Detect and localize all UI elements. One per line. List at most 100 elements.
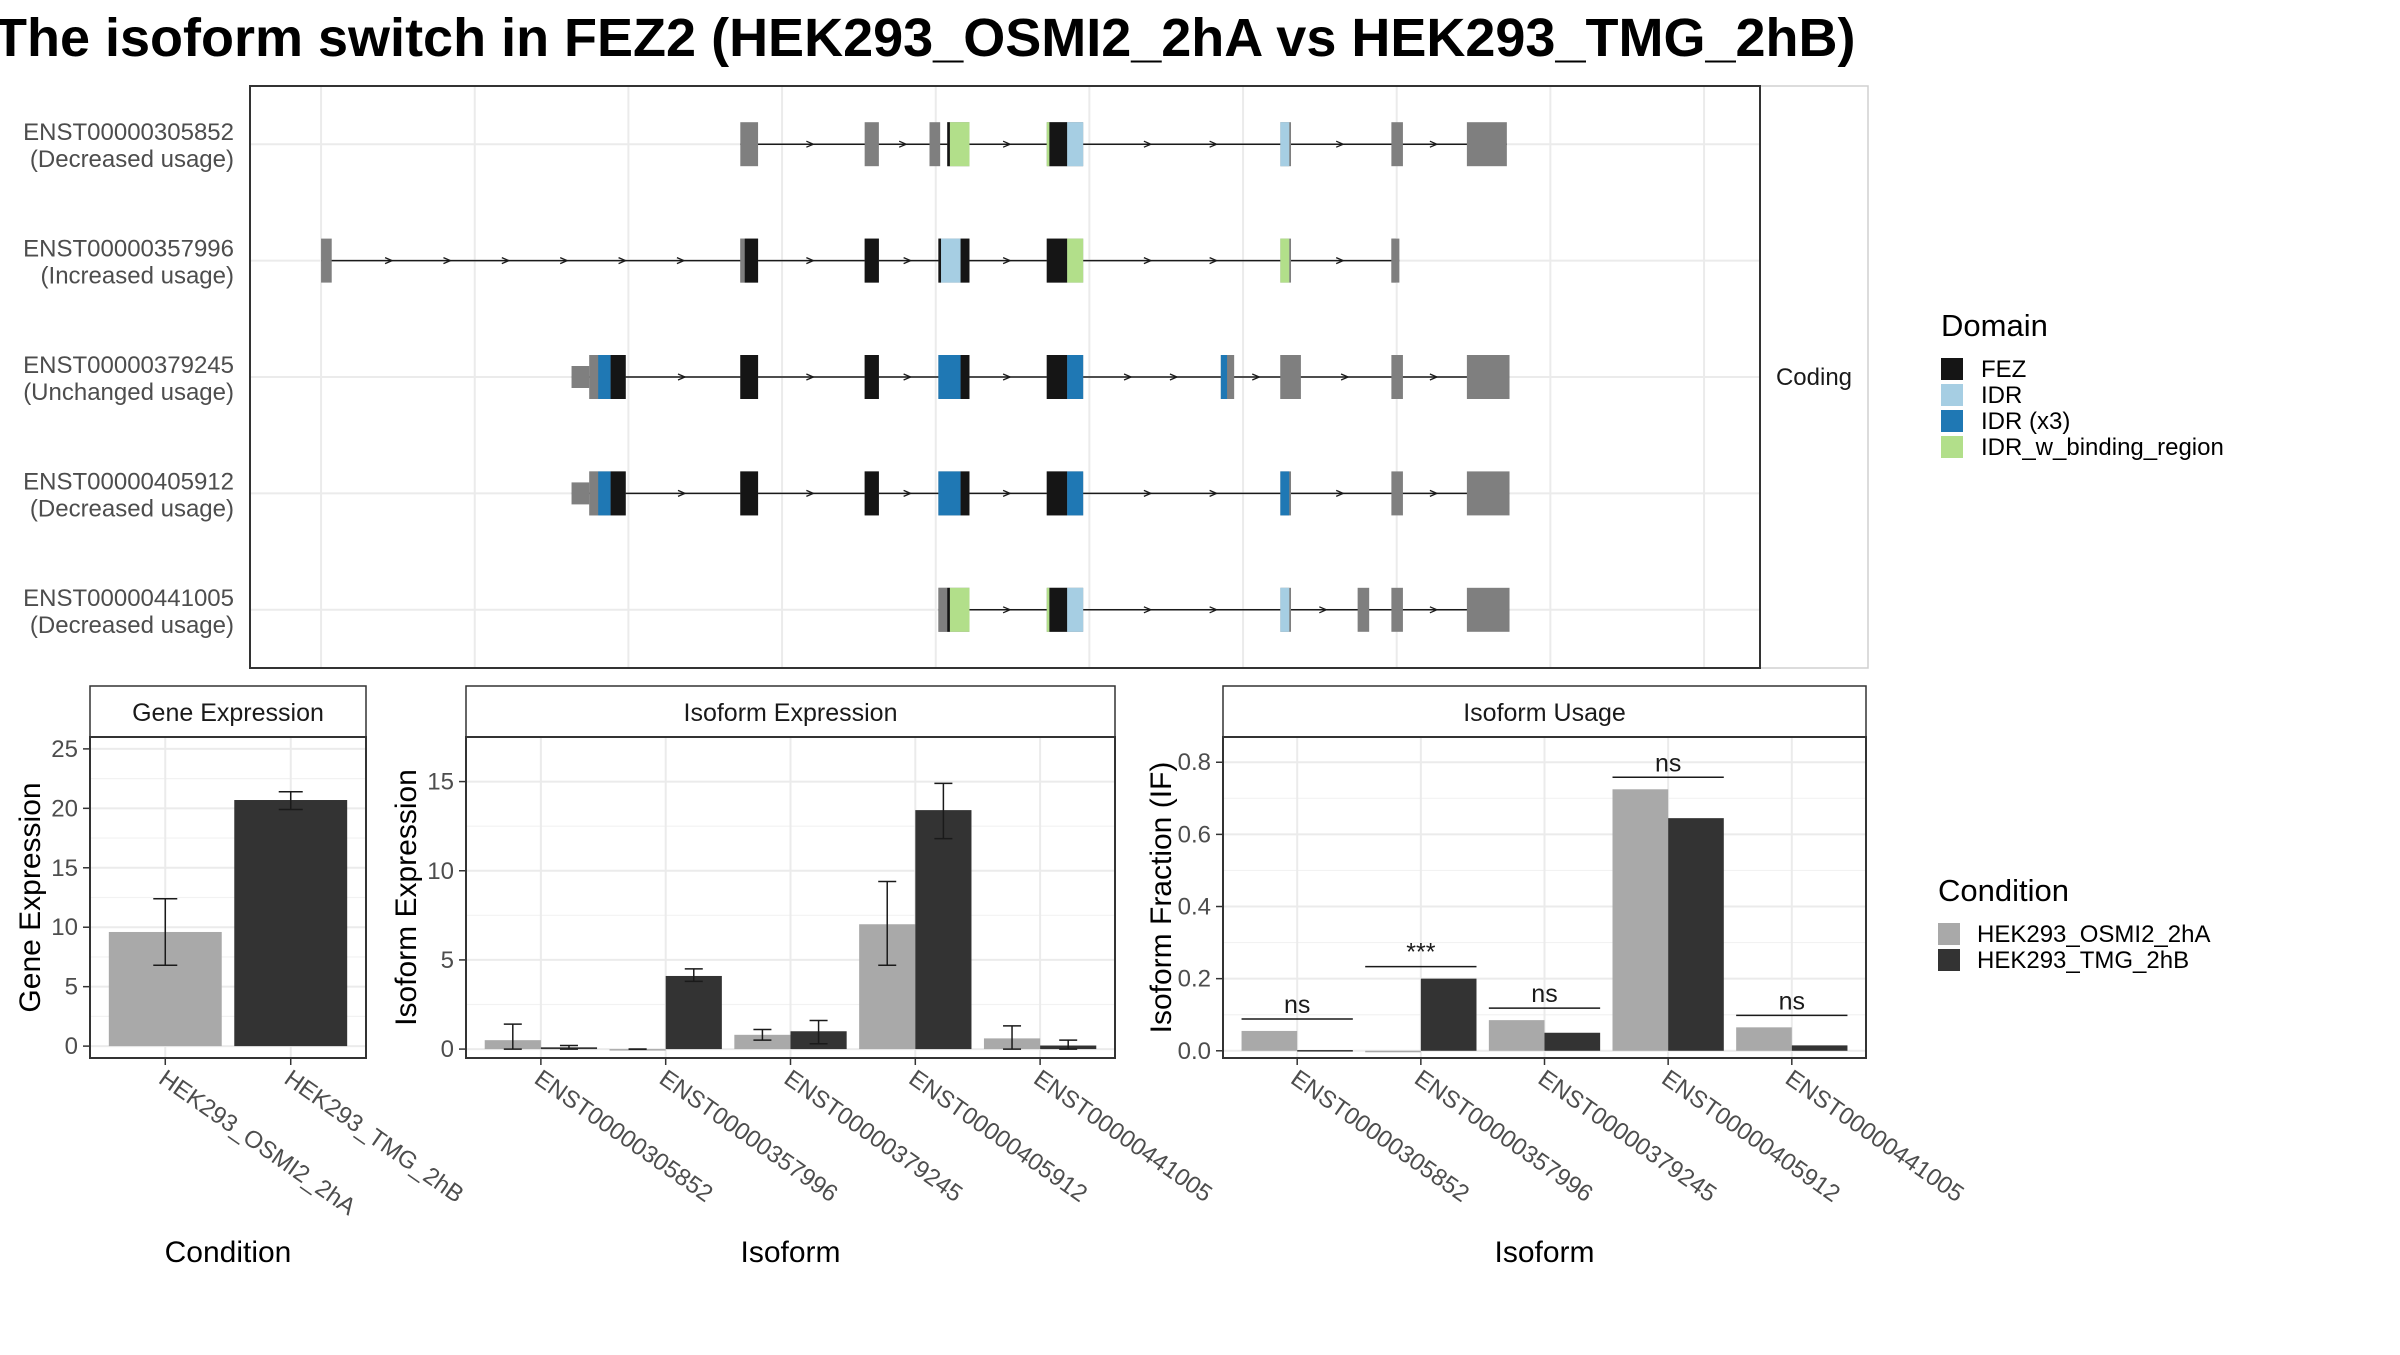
legend-title: Condition [1938, 873, 2069, 908]
exon-block [1357, 587, 1370, 632]
domain-block [1391, 238, 1396, 283]
y-tick-label: 25 [51, 736, 78, 763]
domain-block [1046, 471, 1068, 516]
legend-key [1941, 358, 1963, 380]
direction-arrow [1143, 489, 1153, 497]
data-bar [1297, 1050, 1353, 1052]
panel-border [465, 736, 1116, 1059]
legend-label: HEK293_OSMI2_2hA [1977, 921, 2210, 948]
significance-label: ns [1779, 987, 1805, 1015]
data-bar [1544, 1032, 1601, 1051]
domain-block [960, 238, 970, 283]
isoform-structure-panel: Coding ENST00000305852(Decreased usage) EN… [23, 85, 1869, 669]
direction-arrow [903, 373, 913, 381]
facet-strip-label: Coding [1776, 364, 1852, 391]
direction-arrow [1335, 489, 1345, 497]
legend-key [1938, 923, 1960, 945]
isoform-track [571, 355, 1510, 399]
direction-arrow [1209, 257, 1219, 265]
domain-block [1046, 355, 1068, 399]
isoform-id-label: ENST00000357996 [23, 236, 234, 263]
domain-block [941, 238, 961, 283]
domain-block [740, 355, 759, 399]
direction-arrow [384, 257, 394, 265]
legend-key [1941, 436, 1963, 458]
exon-block [571, 366, 590, 388]
direction-arrow [501, 257, 511, 265]
domain-block [740, 238, 745, 283]
domain-block [938, 355, 961, 399]
domain-block [938, 471, 961, 516]
legend-key [1941, 410, 1963, 432]
domain-block [1067, 471, 1084, 516]
direction-arrow [903, 489, 913, 497]
data-bar [1420, 978, 1477, 1051]
y-tick-label: 0.0 [1178, 1038, 1211, 1065]
significance-label: ns [1531, 980, 1557, 1008]
data-bar [1488, 1020, 1545, 1051]
domain-block [1067, 122, 1084, 167]
isoform-track [571, 471, 1510, 516]
x-axis-title: Isoform [1494, 1236, 1594, 1269]
y-tick-label: 0.8 [1178, 749, 1211, 776]
direction-arrow [1429, 606, 1439, 614]
direction-arrow [903, 257, 913, 265]
direction-arrow [1252, 373, 1261, 381]
data-bar [734, 1034, 791, 1050]
direction-arrow [1319, 606, 1328, 614]
facet-strip [89, 685, 367, 738]
y-axis-title: Isoform Expression [390, 769, 423, 1026]
direction-arrow [1335, 257, 1345, 265]
isoform-usage-label: (Decreased usage) [30, 146, 234, 173]
data-bar [1365, 1050, 1421, 1053]
direction-arrow [806, 489, 816, 497]
y-tick-label: 0 [441, 1036, 454, 1063]
y-tick-label: 15 [51, 855, 78, 882]
isoform-id-label: ENST00000305852 [23, 119, 234, 146]
direction-arrow [1169, 373, 1179, 381]
domain-block [938, 238, 942, 283]
domain-block [1067, 587, 1084, 632]
data-bar [234, 800, 348, 1047]
facet-strip [1222, 685, 1867, 738]
direction-arrow [618, 257, 628, 265]
direction-arrow [443, 257, 453, 265]
isoform-usage-label: (Unchanged usage) [23, 379, 234, 406]
exon-block [740, 122, 759, 167]
domain-block [598, 355, 611, 399]
legend-title: Domain [1941, 308, 2048, 343]
direction-arrow [1123, 373, 1133, 381]
isoform-track [938, 587, 1510, 632]
direction-arrow [1209, 606, 1219, 614]
direction-arrow [1143, 257, 1153, 265]
isoform-id-label: ENST00000441005 [23, 585, 234, 612]
domain-block [960, 355, 970, 399]
y-tick-label: 15 [427, 769, 454, 796]
direction-arrow [1335, 140, 1345, 148]
direction-arrow [806, 257, 816, 265]
domain-block [1049, 122, 1068, 167]
direction-arrow [1002, 606, 1012, 614]
direction-arrow [1143, 606, 1153, 614]
y-tick-label: 0.2 [1178, 966, 1211, 993]
significance-label: *** [1406, 939, 1435, 967]
legend-label: IDR (x3) [1981, 408, 2070, 435]
direction-arrow [1429, 373, 1439, 381]
direction-arrow [1429, 489, 1439, 497]
data-bar [1668, 818, 1724, 1051]
domain-block [1046, 238, 1068, 283]
legend-label: HEK293_TMG_2hB [1977, 947, 2189, 974]
exon-block [929, 122, 941, 167]
direction-arrow [676, 257, 686, 265]
exon-block [571, 482, 590, 505]
facet-strip [1759, 85, 1869, 669]
domain-block [1046, 587, 1050, 632]
legend-key [1941, 384, 1963, 406]
domain-block [1067, 355, 1084, 399]
x-axis-title: Isoform [740, 1236, 840, 1269]
domain-block [1280, 355, 1301, 399]
domain-block [610, 471, 626, 516]
direction-arrow [1143, 140, 1153, 148]
